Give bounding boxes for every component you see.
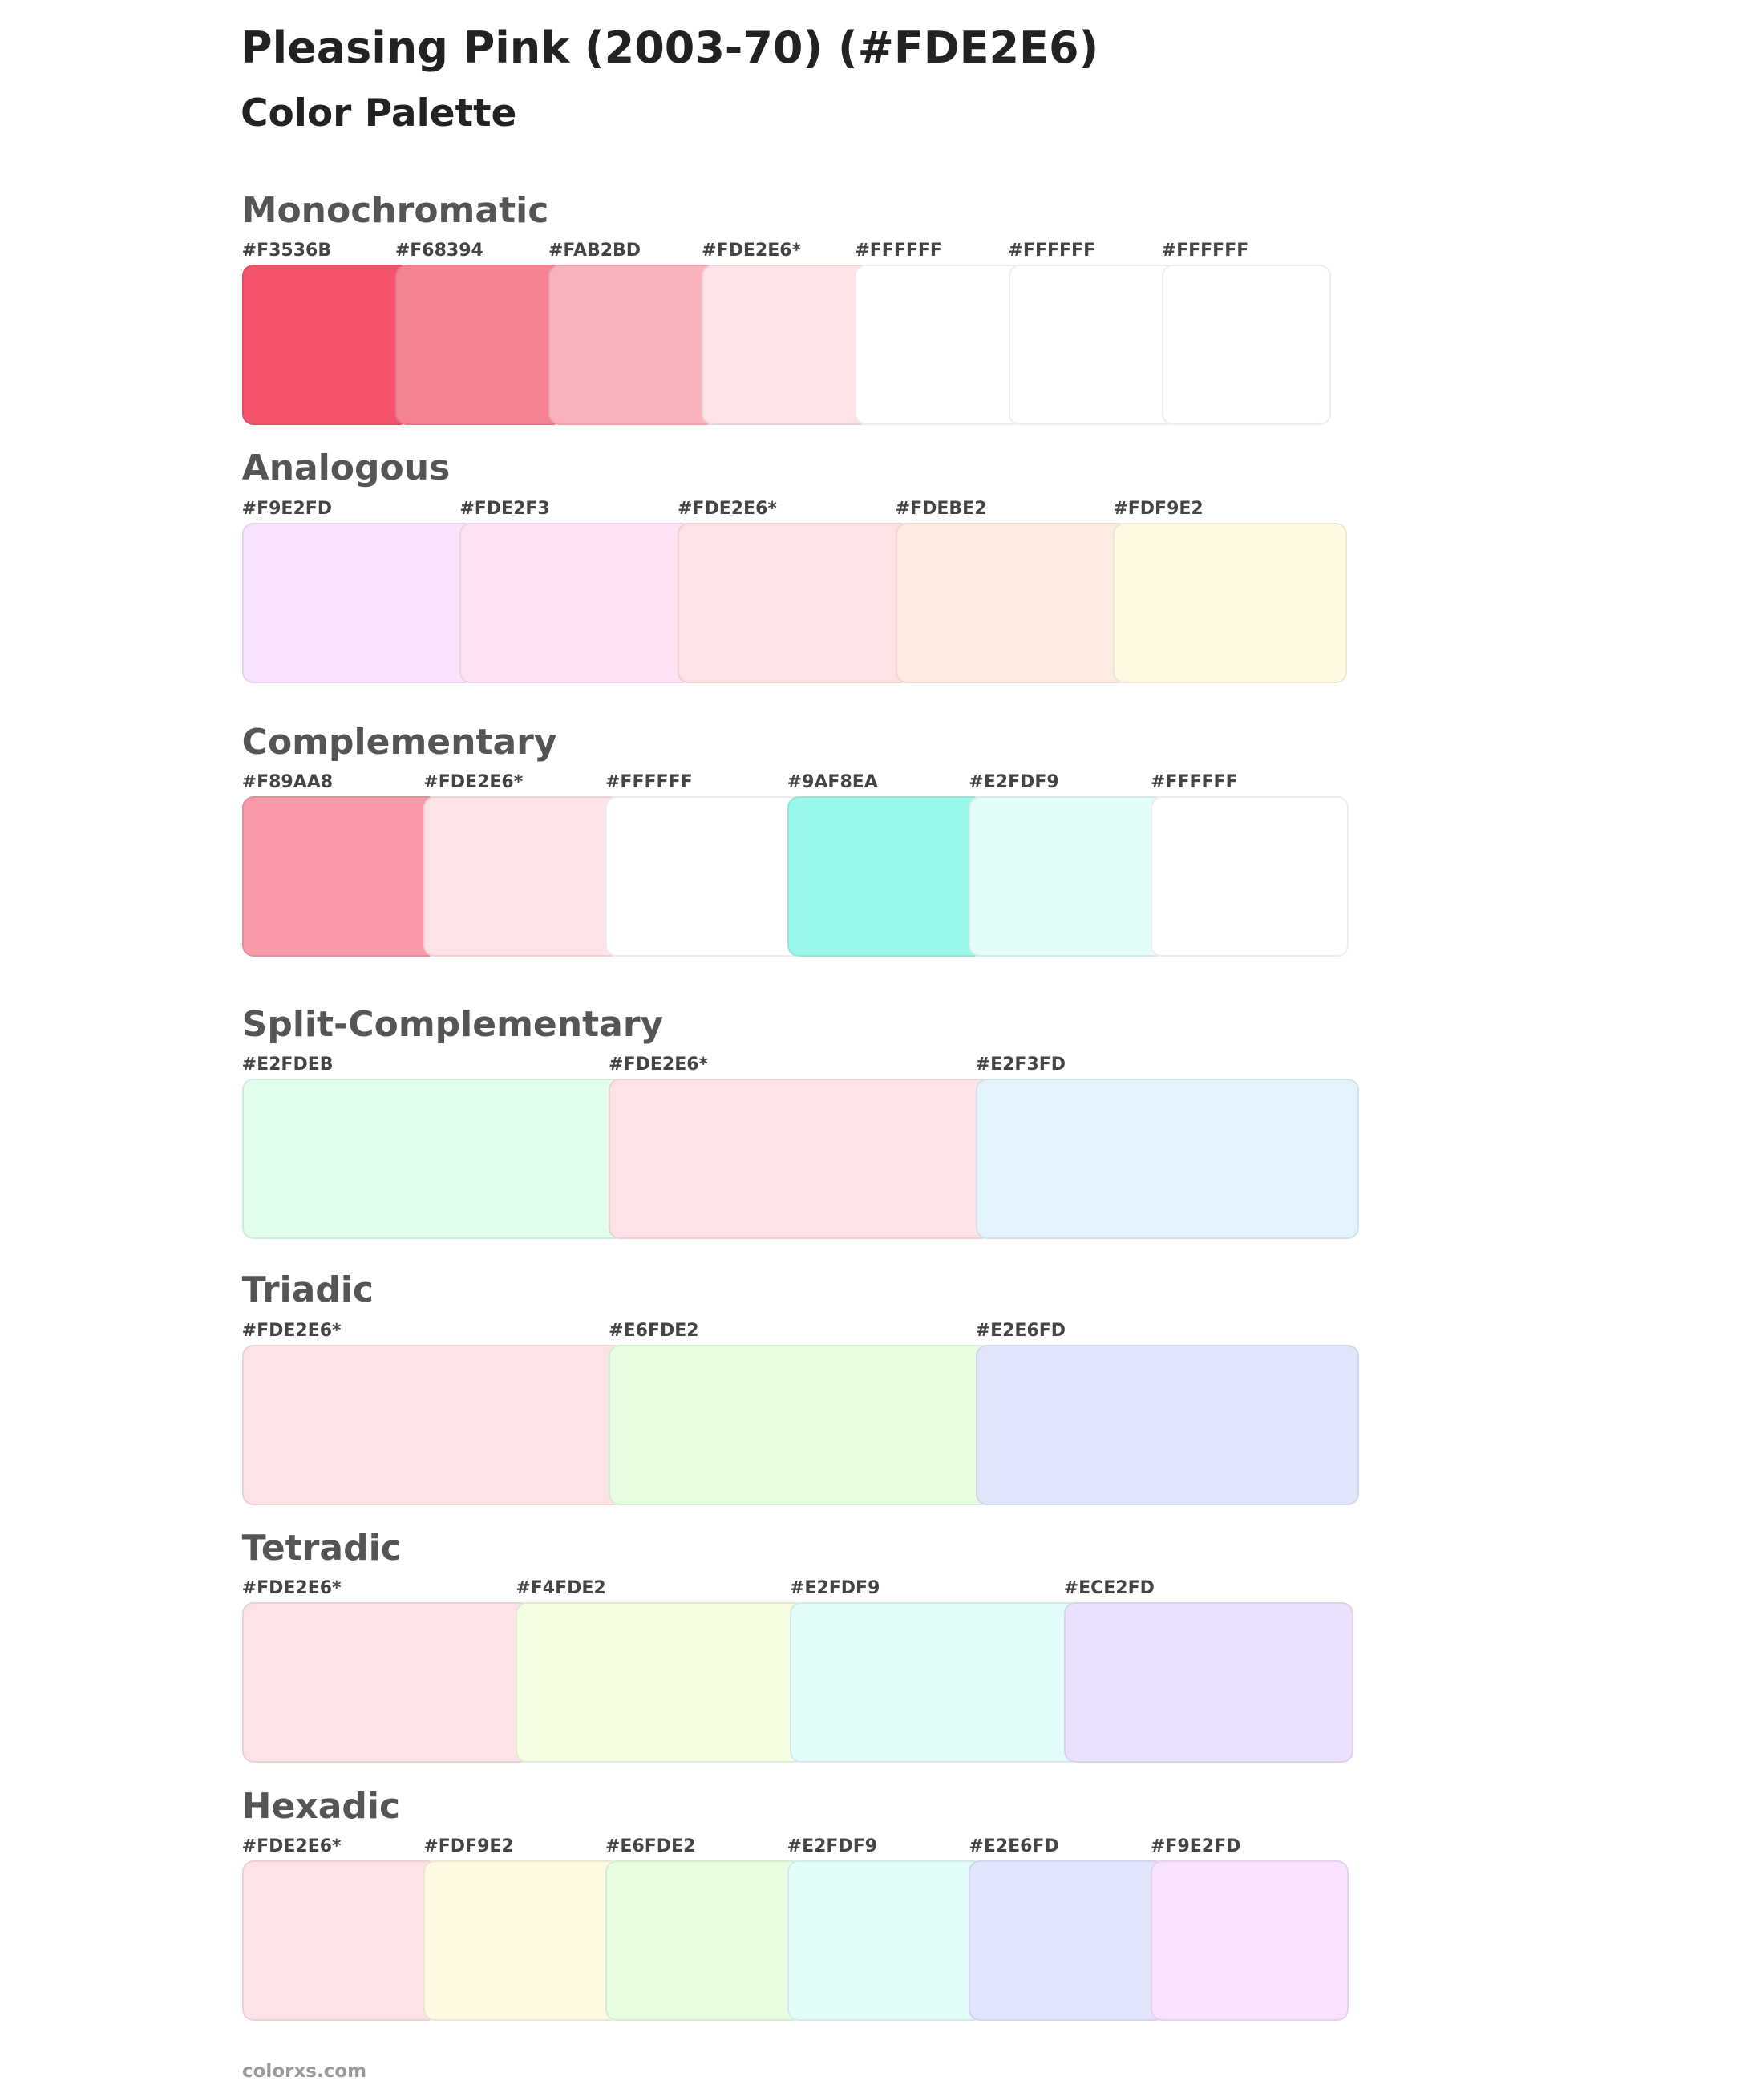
color-swatch: [678, 522, 912, 683]
swatch-label: #ECE2FD: [1063, 1578, 1155, 1599]
swatch-label: #E2FDEB: [241, 1055, 334, 1075]
swatch-label: #FDE2E6*: [241, 1836, 342, 1856]
color-swatch: [241, 265, 412, 425]
section-heading: Complementary: [241, 722, 557, 763]
swatch-label: #FFFFFF: [605, 772, 693, 793]
section-heading: Triadic: [241, 1269, 374, 1311]
color-swatch: [975, 1344, 1359, 1505]
color-swatch: [1161, 265, 1332, 425]
swatch-label: #FDE2E6*: [609, 1055, 709, 1075]
section-heading: Monochromatic: [241, 189, 549, 231]
swatch-label: #FFFFFF: [1008, 241, 1096, 261]
color-swatch: [1151, 1860, 1349, 2021]
swatch-label: #E2FDF9: [790, 1578, 880, 1599]
swatch-label: #E2FDF9: [787, 1836, 878, 1856]
color-swatch: [423, 1860, 621, 2021]
swatch-label: #F68394: [394, 241, 483, 261]
color-swatch: [1113, 522, 1347, 683]
color-swatch: [895, 522, 1130, 683]
color-swatch: [241, 1079, 625, 1239]
swatch-label: #FFFFFF: [1151, 772, 1238, 793]
swatch-label: #9AF8EA: [787, 772, 878, 793]
swatch-label: #FDE2F3: [459, 498, 550, 519]
swatch-label: #FAB2BD: [548, 241, 641, 261]
page-subtitle: Color Palette: [241, 91, 517, 136]
swatch-label: #E2E6FD: [969, 1836, 1059, 1856]
color-swatch: [241, 1602, 532, 1763]
swatch-label: #E2FDF9: [969, 772, 1059, 793]
swatch-label: #FDE2E6*: [241, 1320, 342, 1341]
section-heading: Analogous: [241, 447, 451, 489]
swatch-label: #F4FDE2: [516, 1578, 606, 1599]
color-swatch: [702, 265, 872, 425]
section-heading: Tetradic: [241, 1528, 402, 1569]
swatch-label: #FFFFFF: [855, 241, 942, 261]
color-swatch: [1151, 796, 1349, 957]
swatch-label: #E6FDE2: [605, 1836, 696, 1856]
page-title: Pleasing Pink (2003-70) (#FDE2E6): [241, 22, 1099, 73]
section-heading: Split-Complementary: [241, 1003, 664, 1045]
color-swatch: [459, 522, 694, 683]
footer: colorxs.com: [242, 2061, 367, 2082]
color-swatch: [394, 265, 565, 425]
swatch-label: #FDF9E2: [1113, 498, 1204, 519]
color-swatch: [790, 1602, 1080, 1763]
swatch-label: #F3536B: [241, 241, 332, 261]
color-swatch: [969, 1860, 1167, 2021]
color-swatch: [609, 1079, 993, 1239]
color-swatch: [241, 1344, 625, 1505]
color-swatch: [1063, 1602, 1354, 1763]
color-swatch: [241, 1860, 440, 2021]
color-swatch: [423, 796, 621, 957]
swatch-label: #FDEBE2: [895, 498, 987, 519]
color-swatch: [1008, 265, 1179, 425]
swatch-label: #F9E2FD: [241, 498, 333, 519]
swatch-label: #FDE2E6*: [702, 241, 802, 261]
swatch-label: #F89AA8: [241, 772, 334, 793]
color-swatch: [975, 1079, 1359, 1239]
swatch-label: #E6FDE2: [609, 1320, 699, 1341]
color-swatch: [969, 796, 1167, 957]
color-swatch: [241, 796, 440, 957]
swatch-label: #FFFFFF: [1161, 241, 1249, 261]
swatch-label: #FDE2E6*: [678, 498, 777, 519]
swatch-label: #E2E6FD: [975, 1320, 1066, 1341]
color-swatch: [855, 265, 1025, 425]
color-swatch: [787, 796, 985, 957]
color-swatch: [241, 522, 476, 683]
color-swatch: [605, 796, 803, 957]
color-swatch: [787, 1860, 985, 2021]
color-swatch: [605, 1860, 803, 2021]
swatch-label: #FDE2E6*: [241, 1578, 342, 1599]
swatch-label: #FDF9E2: [423, 1836, 514, 1856]
swatch-label: #E2F3FD: [975, 1055, 1066, 1075]
swatch-label: #FDE2E6*: [423, 772, 524, 793]
section-heading: Hexadic: [241, 1785, 401, 1827]
color-swatch: [516, 1602, 806, 1763]
color-swatch: [609, 1344, 993, 1505]
color-swatch: [548, 265, 718, 425]
swatch-label: #F9E2FD: [1151, 1836, 1241, 1856]
